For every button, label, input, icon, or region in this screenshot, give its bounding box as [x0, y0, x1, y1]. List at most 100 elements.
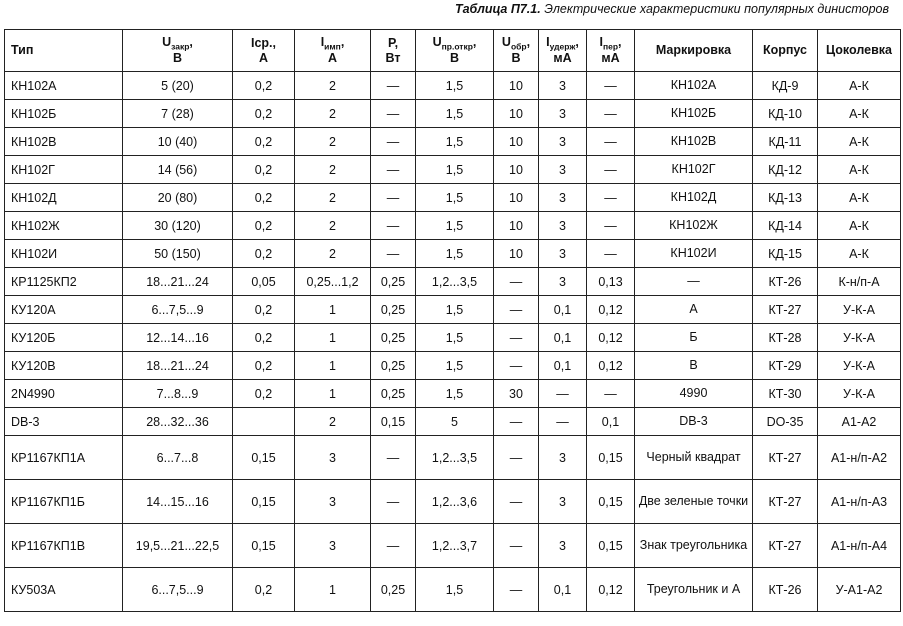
table-cell: 10 — [493, 183, 539, 212]
table-cell: — — [586, 155, 635, 184]
table-cell: 5 — [415, 407, 494, 436]
table-cell: 0,2 — [232, 295, 295, 324]
table-cell: — — [493, 351, 539, 380]
column-header: Uобр, В — [493, 29, 539, 72]
table-row: КН102Б 7 (28) 0,2 2—1,5 10 3— КН102Б КД-10 А-К — [4, 99, 901, 128]
table-cell: 4990 — [634, 379, 753, 408]
table-cell: У-А1-А2 — [817, 567, 901, 612]
table-cell: 3 — [538, 479, 587, 524]
table-cell: 2N4990 — [4, 379, 123, 408]
table-cell: 0,12 — [586, 323, 635, 352]
table-cell: 10 — [493, 155, 539, 184]
table-cell: 1,2...3,5 — [415, 267, 494, 296]
table-cell: КР1167КП1А — [4, 435, 123, 480]
table-cell: 3 — [538, 211, 587, 240]
table-cell: КН102Ж — [634, 211, 753, 240]
table-cell: А1-н/п-А3 — [817, 479, 901, 524]
table-row: КН102Д 20 (80) 0,2 2—1,5 10 3— КН102Д КД-13 А-К — [4, 183, 901, 212]
table-cell: 2 — [294, 407, 371, 436]
table-cell: 0,15 — [586, 523, 635, 568]
table-cell: А — [634, 295, 753, 324]
table-cell: — — [586, 71, 635, 100]
table-cell: 0,25 — [370, 295, 416, 324]
table-row: DB-3 28...32...36 2 0,15 5— —0,1 DB-3 DO-35 А1-А… — [4, 407, 901, 436]
table-cell: КТ-27 — [752, 523, 818, 568]
table-body: КН102А 5 (20) 0,2 2—1,5 10 3— КН102А КД-9 А-К КН1… — [4, 71, 901, 612]
table-header: Тип Uзакр, В Iср., А Iимп, А Р, Вт Uпр.откр, В Uобр… — [4, 29, 901, 72]
table-cell: 2 — [294, 183, 371, 212]
table-cell: Черный квадрат — [634, 435, 753, 480]
table-cell: — — [370, 183, 416, 212]
table-cell: — — [370, 479, 416, 524]
table-row: КУ120Б 12...14...16 0,2 1 0,25 1,5—0,1 0,12 Б КТ… — [4, 323, 901, 352]
table-cell: А1-н/п-А4 — [817, 523, 901, 568]
table-cell: 0,13 — [586, 267, 635, 296]
table-cell: У-К-А — [817, 379, 901, 408]
table-cell: КН102Д — [634, 183, 753, 212]
table-cell: — — [586, 379, 635, 408]
header-row: Тип Uзакр, В Iср., А Iимп, А Р, Вт Uпр.откр, В Uобр… — [4, 29, 901, 72]
table-cell: КТ-27 — [752, 435, 818, 480]
table-cell: — — [370, 239, 416, 268]
table-cell: КН102А — [634, 71, 753, 100]
table-cell: 0,1 — [538, 351, 587, 380]
table-cell: КН102Д — [4, 183, 123, 212]
table-cell: 14...15...16 — [122, 479, 233, 524]
table-cell: КН102В — [634, 127, 753, 156]
table-cell: 3 — [294, 523, 371, 568]
table-cell: 3 — [538, 127, 587, 156]
table-cell: 0,1 — [538, 295, 587, 324]
table-cell: 1,5 — [415, 127, 494, 156]
table-cell: КУ503А — [4, 567, 123, 612]
table-row: КР1125КП2 18...21...24 0,05 0,25...1,2 0,25 1… — [4, 267, 901, 296]
table-cell: А-К — [817, 155, 901, 184]
table-cell: КТ-27 — [752, 295, 818, 324]
table-cell: 3 — [294, 479, 371, 524]
table-cell: КТ-29 — [752, 351, 818, 380]
table-cell: 1,5 — [415, 351, 494, 380]
table-cell: 30 — [493, 379, 539, 408]
table-row: КН102Г 14 (56) 0,2 2—1,5 10 3— КН102Г КД-12 А-К — [4, 155, 901, 184]
table-cell: 2 — [294, 127, 371, 156]
column-header: Iимп, А — [294, 29, 371, 72]
table-cell: — — [370, 155, 416, 184]
column-header: Uпр.откр, В — [415, 29, 494, 72]
table-row: КН102В 10 (40) 0,2 2—1,5 10 3— КН102В КД-11 А-К — [4, 127, 901, 156]
table-cell: А-К — [817, 183, 901, 212]
table-cell: 10 — [493, 71, 539, 100]
table-cell: 19,5...21...22,5 — [122, 523, 233, 568]
table-cell: 3 — [538, 435, 587, 480]
table-cell — [232, 407, 295, 436]
table-cell: 7 (28) — [122, 99, 233, 128]
table-cell: 0,1 — [538, 567, 587, 612]
table-cell: 1 — [294, 379, 371, 408]
table-cell: КР1167КП1В — [4, 523, 123, 568]
table-cell: 1,5 — [415, 71, 494, 100]
table-cell: 50 (150) — [122, 239, 233, 268]
table-row: КР1167КП1Б 14...15...16 0,15 3—1,2...3,6—3 0… — [4, 479, 901, 524]
table-cell: 18...21...24 — [122, 267, 233, 296]
table-cell: 3 — [538, 267, 587, 296]
table-caption: Таблица П7.1. Электрические характеристи… — [455, 2, 889, 16]
table-cell: 3 — [538, 523, 587, 568]
table-cell: — — [586, 99, 635, 128]
table-cell: КД-10 — [752, 99, 818, 128]
table-cell: 1,5 — [415, 183, 494, 212]
table-row: КН102И 50 (150) 0,2 2—1,5 10 3— КН102И КД-15 А-К — [4, 239, 901, 268]
table-cell: — — [538, 379, 587, 408]
table-row: КН102А 5 (20) 0,2 2—1,5 10 3— КН102А КД-9 А-К — [4, 71, 901, 100]
table-row: КР1167КП1В 19,5...21...22,5 0,15 3—1,2...3,… — [4, 523, 901, 568]
table-cell: КД-12 — [752, 155, 818, 184]
caption-label: Таблица П7.1. — [454, 2, 541, 16]
table-cell: Две зеленые точки — [634, 479, 753, 524]
table-cell: 1,5 — [415, 295, 494, 324]
table-cell: — — [586, 183, 635, 212]
table-cell: — — [493, 479, 539, 524]
table-cell: В — [634, 351, 753, 380]
table-cell: 10 — [493, 127, 539, 156]
table-cell: КТ-26 — [752, 567, 818, 612]
table-cell: КН102Б — [634, 99, 753, 128]
column-header: Uзакр, В — [122, 29, 233, 72]
column-header: Корпус — [752, 29, 818, 72]
table-cell: Б — [634, 323, 753, 352]
